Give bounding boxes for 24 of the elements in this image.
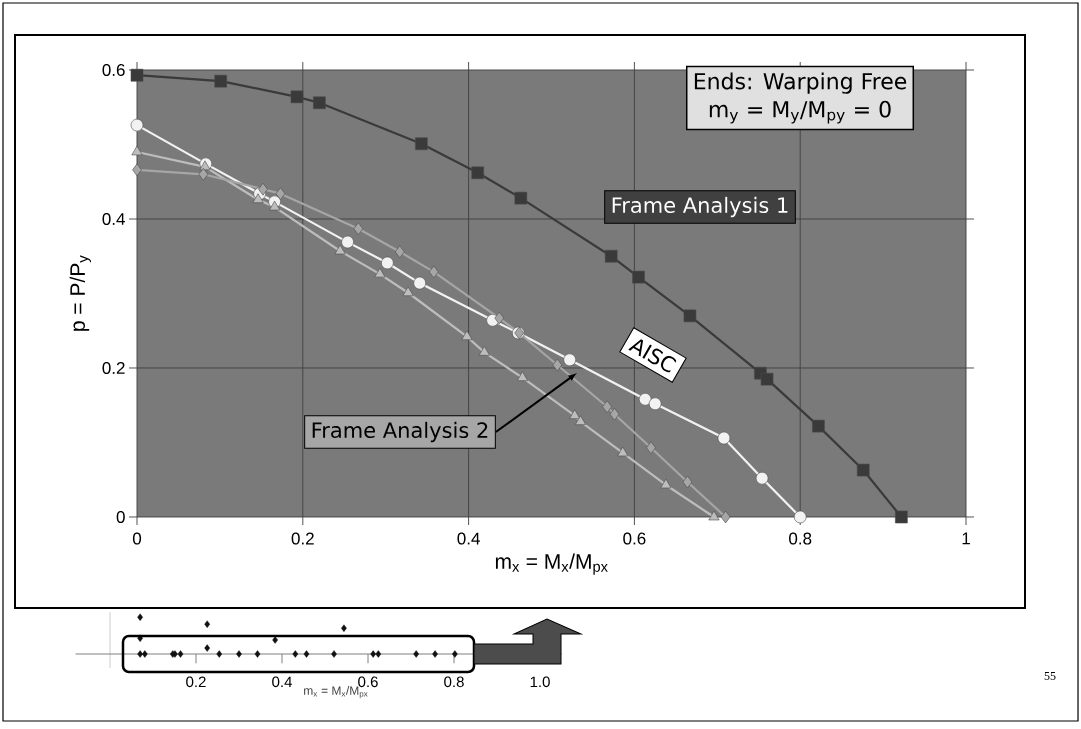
x-axis-title: m$_{x}$ = M$_{x}$/M$_{px}$	[495, 553, 608, 575]
x-tick-label: 0.8	[789, 532, 812, 545]
y-tick-label: 0.2	[102, 361, 125, 375]
annotation: Ends: Warping Free	[694, 72, 907, 94]
y-tick-label: 0.6	[102, 63, 125, 77]
annotation: m$_{y}$ = M$_{y}$/M$_{py}$ = 0	[709, 100, 891, 124]
x-tick-label: 0.6	[358, 676, 378, 688]
y-axis-title: p = P/P$_{y}$	[69, 255, 91, 331]
x-tick-label: 0.4	[457, 532, 480, 545]
text: Frame Analysis 2	[312, 421, 488, 443]
x-tick-label: 0	[132, 532, 142, 545]
x-axis-title: m$_{x}$ = M$_{x}$/M$_{px}$	[304, 686, 368, 699]
x-tick-label: 0.2	[186, 676, 206, 688]
x-tick-label: 0.2	[291, 532, 314, 545]
x-tick-label: 0.4	[272, 676, 292, 688]
x-tick-label: 1.0	[530, 676, 550, 688]
x-tick-label: 0.6	[623, 532, 646, 545]
series-label: Frame Analysis 1	[612, 196, 788, 218]
x-tick-label: 0.8	[444, 676, 464, 688]
y-tick-label: 0	[116, 510, 125, 524]
text: 55	[1044, 672, 1056, 680]
text: AISC	[628, 339, 677, 373]
y-tick-label: 0.4	[102, 212, 125, 226]
x-tick-label: 1	[962, 532, 970, 545]
